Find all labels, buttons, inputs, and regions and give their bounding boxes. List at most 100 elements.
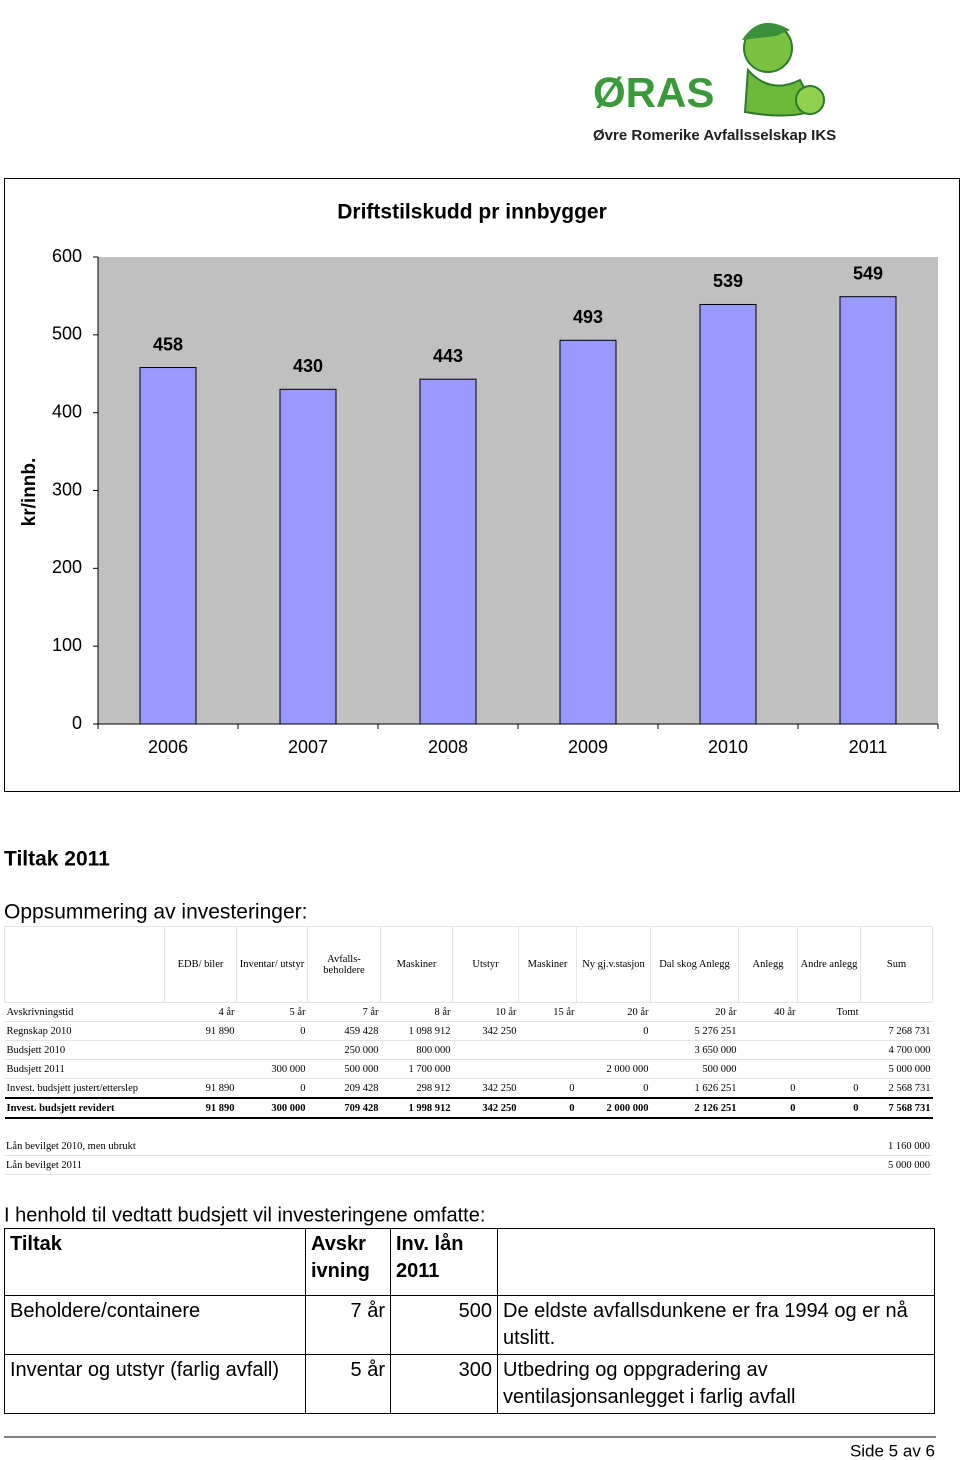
cell: Sum [860, 926, 933, 1003]
cell: Regnskap 2010 [4, 1021, 165, 1041]
x-tick-label: 2010 [708, 737, 748, 757]
value-label: 549 [853, 263, 883, 283]
cell: 10 år [452, 1002, 519, 1022]
chart: Driftstilskudd pr innbygger kr/innb. 0 10… [19, 201, 939, 757]
cell: 0 [797, 1097, 861, 1119]
cell [452, 1040, 519, 1060]
cell: De eldste avfallsdunkene er fra 1994 og … [497, 1295, 935, 1355]
value-label: 458 [153, 334, 183, 354]
cell: Invest. budsjett justert/etterslep [4, 1078, 165, 1099]
cell: 250 000 [307, 1040, 381, 1060]
cell [497, 1228, 935, 1296]
x-tick-label: 2008 [428, 737, 468, 757]
measures-table: Tiltak Avskr ivning Inv. lån 2011 Beholdere… [4, 1228, 935, 1414]
cell: 342 250 [452, 1097, 519, 1119]
cell: 1 998 912 [380, 1097, 453, 1119]
cell [576, 1040, 651, 1060]
cell: 0 [518, 1097, 577, 1119]
cell [738, 1059, 798, 1079]
table-row: Invest. budsjett revidert 91 890 300 000 70… [4, 1097, 933, 1119]
cell: 15 år [518, 1002, 577, 1022]
cell: 91 890 [164, 1097, 237, 1119]
cell: 300 000 [236, 1059, 308, 1079]
bar [279, 388, 337, 725]
value-label: 443 [433, 346, 463, 366]
cell: 1 160 000 [764, 1137, 932, 1156]
cell: 5 000 000 [764, 1155, 932, 1175]
loan-row: Lån bevilget 2011 5 000 000 [4, 1155, 932, 1175]
cell [4, 926, 165, 1003]
table-row: Invest. budsjett justert/etterslep 91 890… [4, 1078, 933, 1099]
page-number: Side 5 av 6 [850, 1441, 935, 1460]
x-tick-label: 2011 [849, 737, 888, 757]
cell: 5 år [305, 1354, 391, 1414]
y-axis-label: kr/innb. [19, 458, 40, 527]
cell: Beholdere/containere [4, 1295, 306, 1355]
cell [164, 1040, 237, 1060]
x-tick-label: 2009 [568, 737, 608, 757]
y-tick-label: 600 [52, 246, 82, 266]
cell: 209 428 [307, 1078, 381, 1099]
y-tick-label: 200 [52, 557, 82, 577]
cell: 5 år [236, 1002, 308, 1022]
logo-name: ØRAS [593, 69, 714, 116]
cell: Maskiner [518, 926, 577, 1003]
cell: Maskiner [380, 926, 453, 1003]
cell: 2 568 731 [860, 1078, 933, 1099]
cell: 3 650 000 [650, 1040, 739, 1060]
cell: 0 [236, 1078, 308, 1099]
cell: Dal skog Anlegg [650, 926, 739, 1003]
bar [559, 339, 617, 725]
cell: Avfalls- beholdere [307, 926, 381, 1003]
cell: 20 år [576, 1002, 651, 1022]
logo-figure [742, 22, 825, 117]
table-row: Budsjett 2011 300 000 500 000 1 700 000 2 00… [4, 1059, 933, 1079]
cell [164, 1059, 237, 1079]
cell [860, 1002, 933, 1022]
y-tick-label: 100 [52, 635, 82, 655]
cell: Tiltak [4, 1228, 306, 1296]
cell: 342 250 [452, 1078, 519, 1099]
cell: 7 år [307, 1002, 381, 1022]
bar [839, 296, 897, 725]
cell [452, 1059, 519, 1079]
cell: 4 år [164, 1002, 237, 1022]
header-row: Tiltak Avskr ivning Inv. lån 2011 [4, 1228, 935, 1296]
cell: 2 000 000 [576, 1097, 651, 1119]
bar [699, 303, 757, 725]
cell [738, 1021, 798, 1041]
cell: 500 000 [650, 1059, 739, 1079]
cell: 40 år [738, 1002, 798, 1022]
cell: 300 [390, 1354, 498, 1414]
section-heading: Tiltak 2011 [4, 848, 110, 871]
cell: 0 [236, 1021, 308, 1041]
cell: 500 000 [307, 1059, 381, 1079]
cell: 500 [390, 1295, 498, 1355]
cell: 1 700 000 [380, 1059, 453, 1079]
table-row: Inventar og utstyr (farlig avfall) 5 år 30… [4, 1354, 935, 1414]
cell: 459 428 [307, 1021, 381, 1041]
cell: Inventar og utstyr (farlig avfall) [4, 1354, 306, 1414]
cell: 4 700 000 [860, 1040, 933, 1060]
cell: Utstyr [452, 926, 519, 1003]
cell [236, 1040, 308, 1060]
intro-text: I henhold til vedtatt budsjett vil inves… [4, 1204, 485, 1226]
cell: 0 [518, 1078, 577, 1099]
cell: 0 [576, 1021, 651, 1041]
cell: Avskrivningstid [4, 1002, 165, 1022]
y-tick-label: 300 [52, 479, 82, 499]
cell: 709 428 [307, 1097, 381, 1119]
cell: 2 126 251 [650, 1097, 739, 1119]
table-row: Avskrivningstid 4 år 5 år 7 år 8 år 10 år 15 å… [4, 1002, 933, 1022]
value-label: 430 [293, 356, 323, 376]
investment-table: EDB/ biler Inventar/ utstyr Avfalls- behol… [4, 926, 933, 1119]
cell: 91 890 [164, 1078, 237, 1099]
cell: 0 [738, 1097, 798, 1119]
cell [518, 1021, 577, 1041]
cell [797, 1040, 861, 1060]
cell: Inv. lån 2011 [390, 1228, 498, 1296]
table-row: Budsjett 2010 250 000 800 000 3 650 000 4 70… [4, 1040, 933, 1060]
cell: 298 912 [380, 1078, 453, 1099]
